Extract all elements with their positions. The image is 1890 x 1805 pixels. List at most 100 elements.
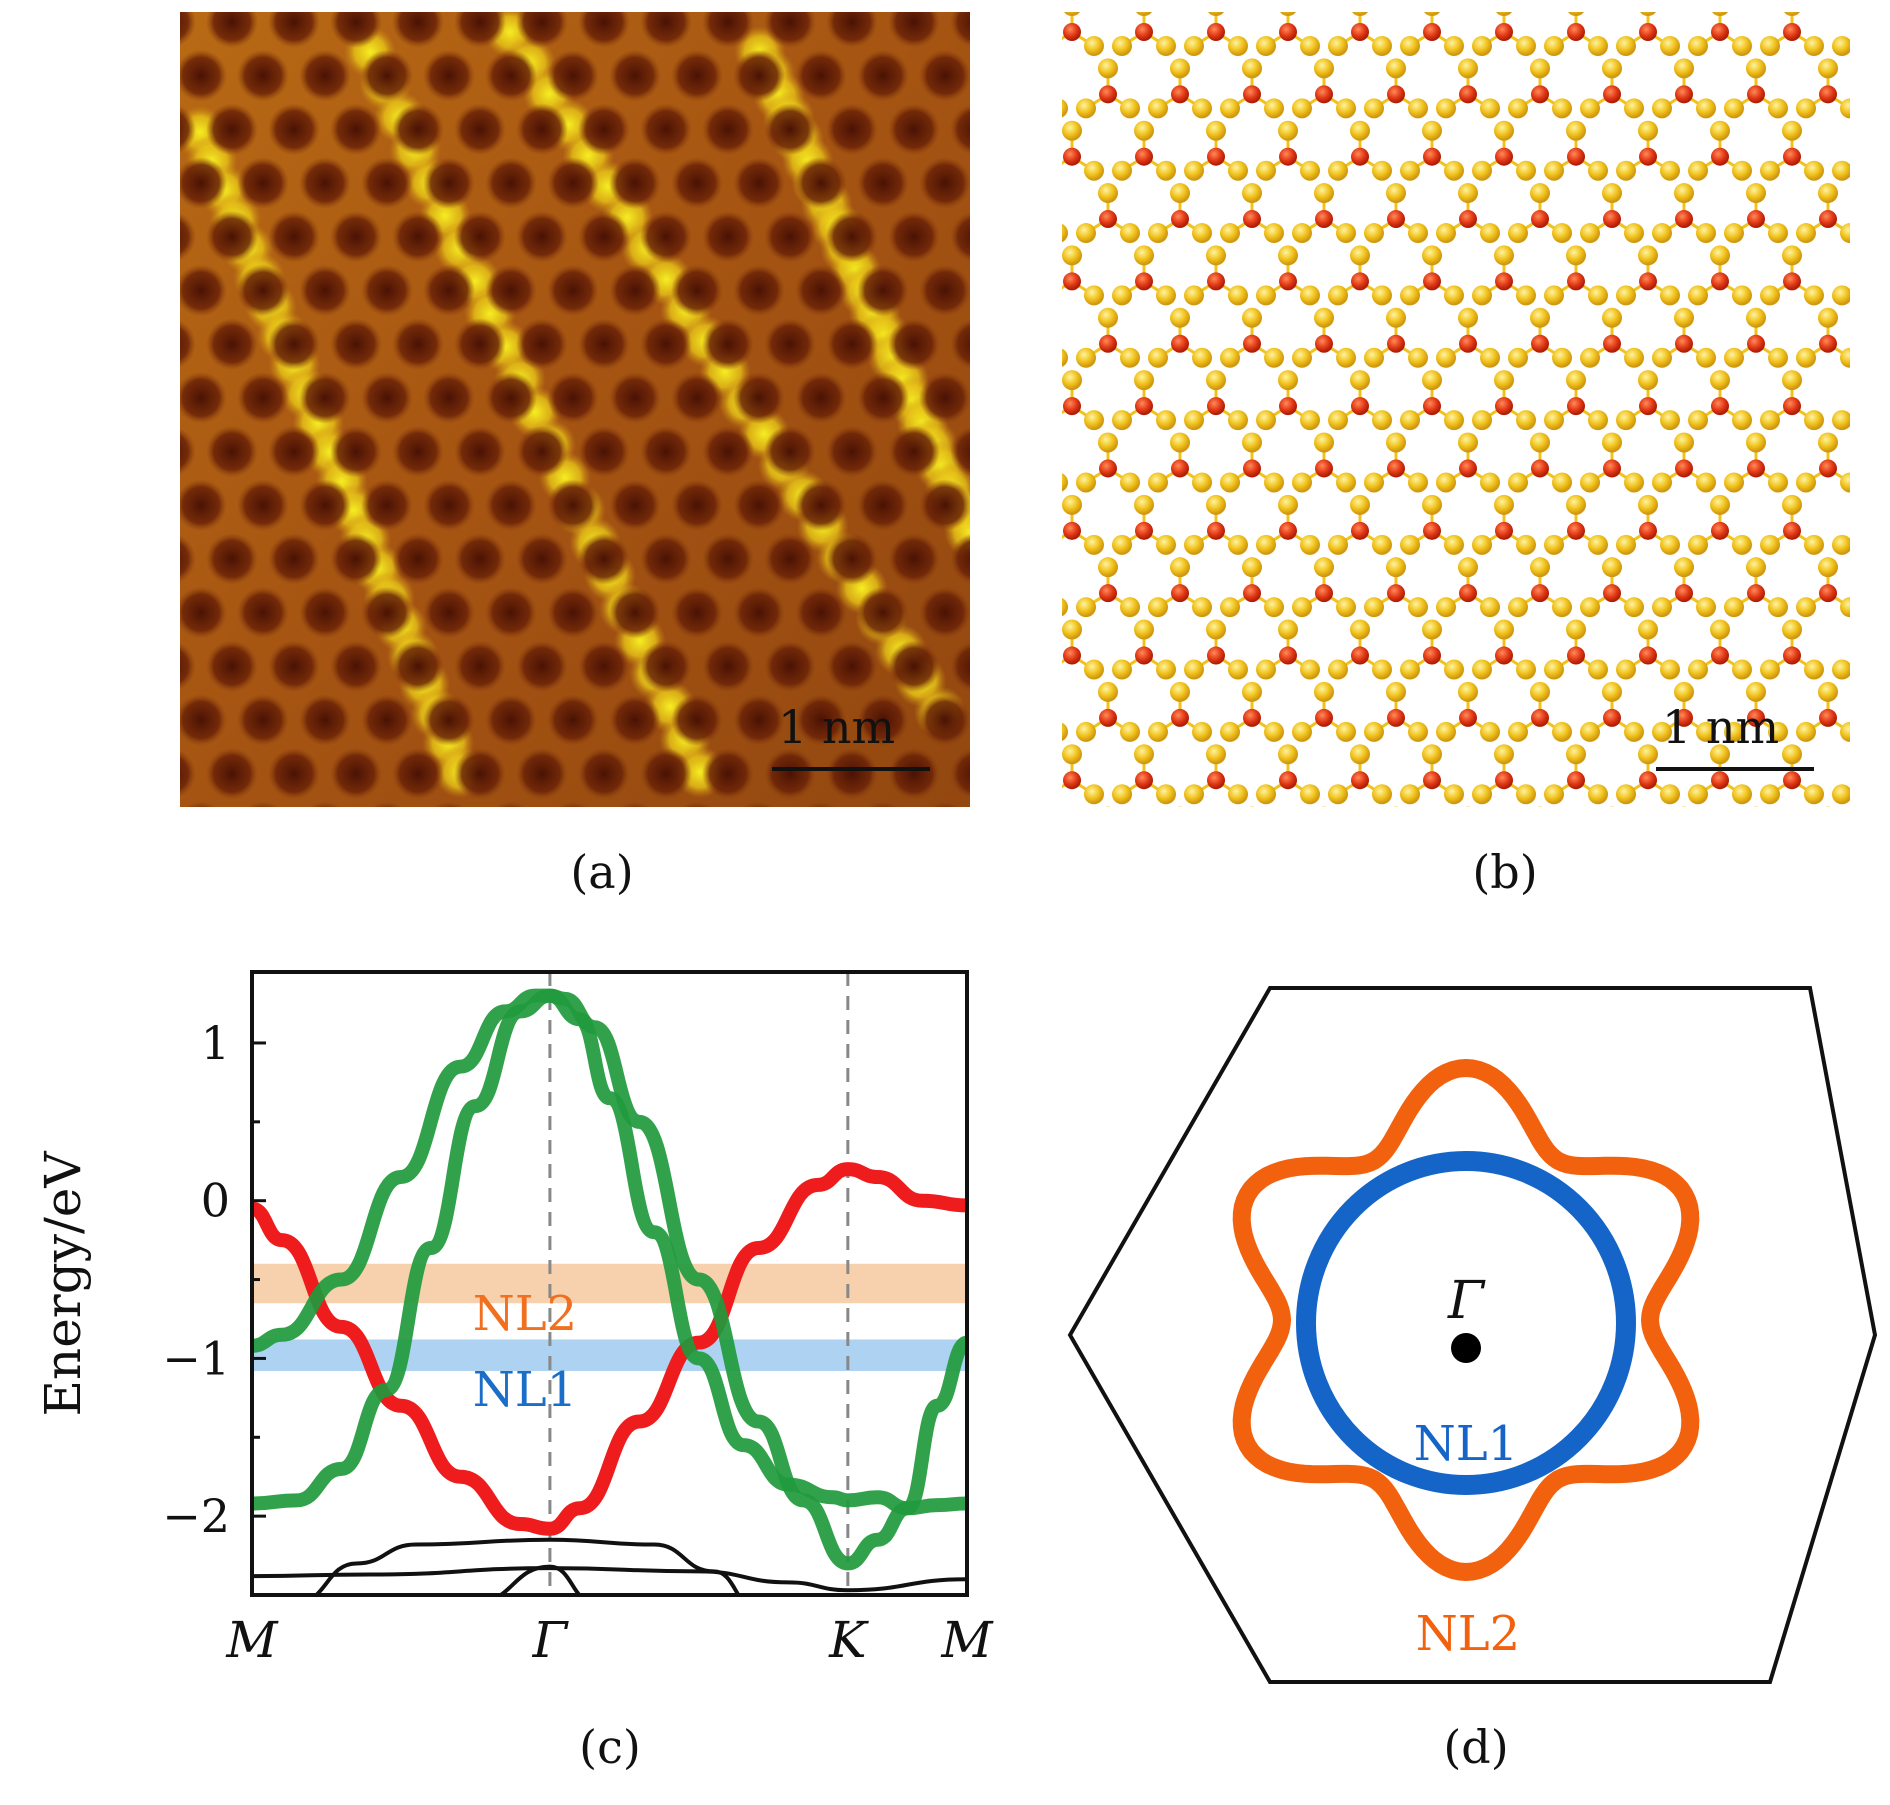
- atom-yellow: [1300, 160, 1320, 181]
- atom-yellow: [1220, 472, 1240, 493]
- atom-yellow: [1228, 784, 1248, 805]
- atom-yellow: [1278, 619, 1298, 640]
- stm-depression: [423, 694, 475, 747]
- kagome-lattice-model: [968, 0, 1890, 867]
- scalebar-label-a: 1 nm: [778, 700, 896, 754]
- atom-yellow: [1336, 597, 1356, 618]
- atom-red: [1423, 771, 1441, 790]
- stm-depression: [516, 318, 568, 371]
- atom-red: [1459, 708, 1477, 727]
- atom-yellow: [1228, 285, 1248, 306]
- atom-yellow: [1472, 534, 1492, 555]
- stm-depression: [919, 694, 971, 747]
- stm-depression: [733, 586, 785, 639]
- atom-yellow: [1508, 597, 1528, 618]
- stm-depression: [485, 586, 537, 639]
- stm-depression: [330, 210, 382, 263]
- atom-yellow: [1616, 659, 1636, 680]
- stm-depression: [702, 0, 754, 48]
- atom-yellow: [1228, 160, 1248, 181]
- atom-yellow: [1228, 659, 1248, 680]
- atom-yellow: [1408, 472, 1428, 493]
- stm-depression: [423, 371, 475, 424]
- atom-red: [1819, 708, 1837, 727]
- atom-yellow: [1566, 619, 1586, 640]
- atom-yellow: [1112, 285, 1132, 306]
- atom-red: [1783, 397, 1801, 416]
- atom-red: [1783, 272, 1801, 291]
- stm-depression: [640, 425, 692, 478]
- stm-depression: [392, 210, 444, 263]
- atom-yellow: [1264, 472, 1284, 493]
- atom-yellow: [1458, 307, 1478, 328]
- stm-depression: [826, 318, 878, 371]
- atom-red: [1459, 459, 1477, 478]
- atom-yellow: [1458, 681, 1478, 702]
- atom-yellow: [1480, 223, 1500, 244]
- atom-yellow: [1724, 347, 1744, 368]
- atom-yellow: [1192, 347, 1212, 368]
- atom-yellow: [1616, 784, 1636, 805]
- atom-yellow: [1314, 557, 1334, 578]
- atom-red: [1171, 708, 1189, 727]
- stm-depression: [919, 49, 971, 102]
- stm-depression: [702, 747, 754, 800]
- stm-depression: [175, 49, 227, 102]
- atom-yellow: [1602, 681, 1622, 702]
- stm-depression: [268, 103, 320, 156]
- atom-yellow: [1372, 534, 1392, 555]
- atom-yellow: [1328, 534, 1348, 555]
- stm-depression: [888, 532, 940, 585]
- stm-depression: [733, 479, 785, 532]
- atom-yellow: [1328, 285, 1348, 306]
- atom-yellow: [1192, 597, 1212, 618]
- atom-yellow: [1472, 285, 1492, 306]
- atom-yellow: [1206, 619, 1226, 640]
- atom-yellow: [1588, 160, 1608, 181]
- x-tick-label: M: [940, 1611, 994, 1669]
- atom-yellow: [1508, 472, 1528, 493]
- stm-depression: [237, 479, 289, 532]
- atom-yellow: [1170, 58, 1190, 79]
- atom-yellow: [1472, 36, 1492, 56]
- atom-yellow: [1832, 534, 1852, 555]
- atom-yellow: [1242, 183, 1262, 204]
- atom-yellow: [1408, 721, 1428, 742]
- atom-yellow: [1688, 285, 1708, 306]
- atom-yellow: [1264, 98, 1284, 119]
- atom-yellow: [1062, 120, 1082, 141]
- atom-yellow: [1652, 98, 1672, 119]
- atom-yellow: [1156, 36, 1176, 56]
- atom-yellow: [1616, 285, 1636, 306]
- atom-yellow: [1710, 120, 1730, 141]
- atom-yellow: [1544, 285, 1564, 306]
- atom-yellow: [1602, 432, 1622, 453]
- atom-red: [1459, 85, 1477, 104]
- atom-yellow: [1084, 410, 1104, 431]
- atom-red: [1423, 23, 1441, 41]
- stm-depression: [547, 264, 599, 317]
- atom-red: [1639, 646, 1657, 665]
- stm-depression: [299, 586, 351, 639]
- stm-depression: [392, 747, 444, 800]
- y-tick-label: 0: [201, 1174, 230, 1228]
- atom-yellow: [1804, 285, 1824, 306]
- atom-yellow: [1696, 721, 1716, 742]
- atom-yellow: [1480, 472, 1500, 493]
- atom-red: [1243, 85, 1261, 104]
- atom-yellow: [1184, 534, 1204, 555]
- atom-yellow: [1098, 681, 1118, 702]
- atom-yellow: [1796, 223, 1816, 244]
- atom-yellow: [1710, 370, 1730, 391]
- atom-yellow: [1710, 245, 1730, 266]
- atom-yellow: [1616, 534, 1636, 555]
- atom-yellow: [1552, 98, 1572, 119]
- atom-red: [1819, 459, 1837, 478]
- stm-depression: [919, 479, 971, 532]
- atom-red: [1279, 272, 1297, 291]
- nl2-loop: [1232, 1059, 1700, 1581]
- atom-yellow: [1156, 534, 1176, 555]
- stm-depression: [206, 210, 258, 263]
- y-tick-label: 1: [201, 1016, 230, 1070]
- atom-red: [1243, 708, 1261, 727]
